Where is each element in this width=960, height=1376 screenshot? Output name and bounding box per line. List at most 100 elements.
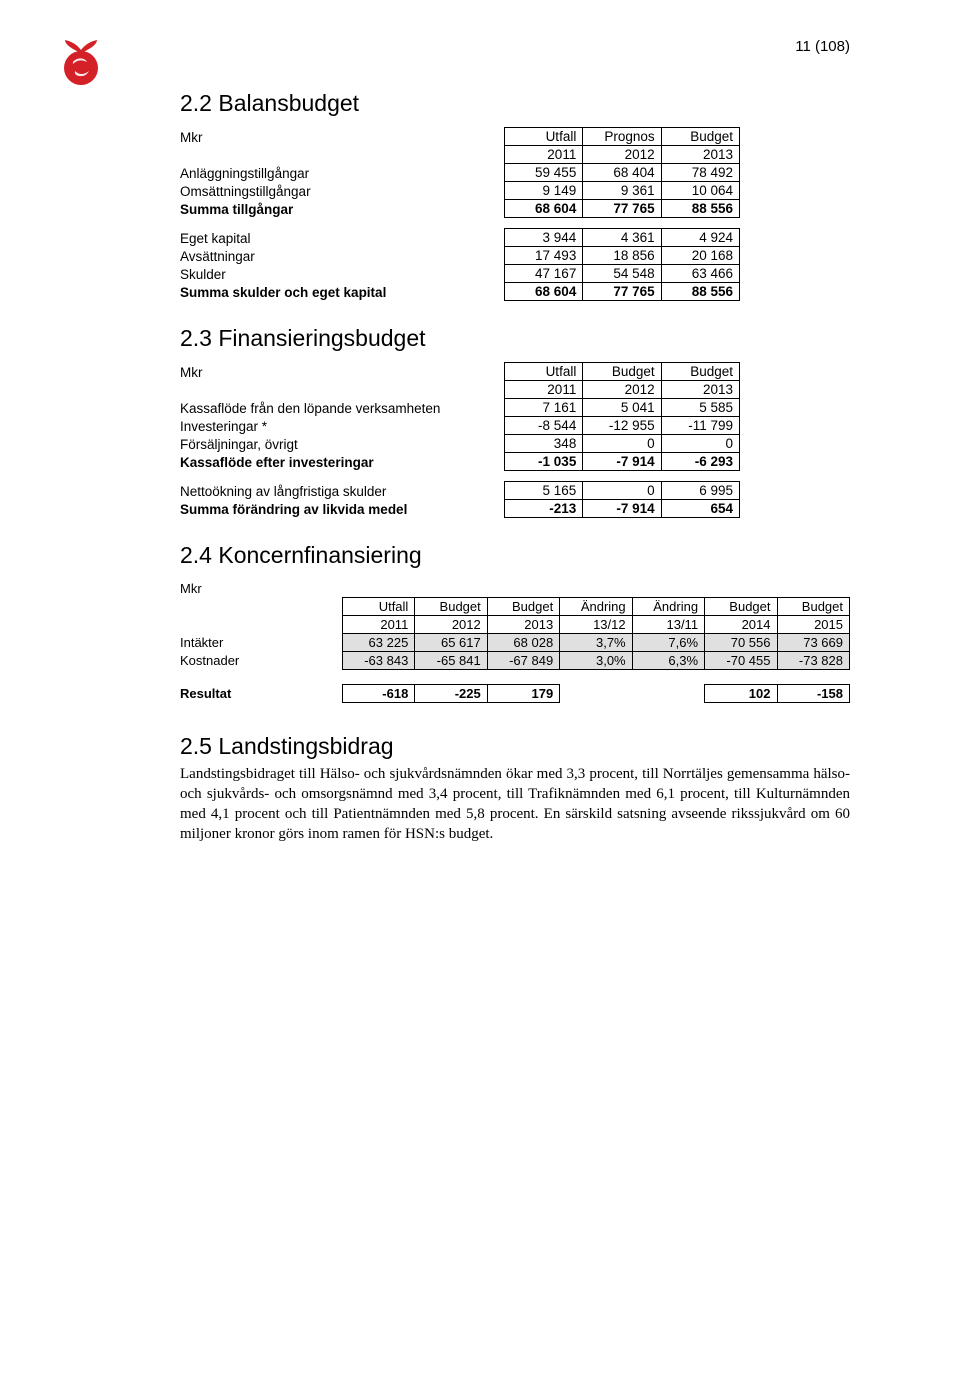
col-head: Budget xyxy=(487,597,559,615)
cell: -618 xyxy=(342,684,414,702)
cell: 47 167 xyxy=(505,265,583,283)
cell: -213 xyxy=(505,500,583,518)
col-year: 2011 xyxy=(342,615,414,633)
balans-table: Mkr Utfall Prognos Budget 2011 2012 2013… xyxy=(180,127,740,218)
cell: 5 041 xyxy=(583,399,661,417)
cell xyxy=(632,684,704,702)
col-head: Prognos xyxy=(583,128,661,146)
row-label: Anläggningstillgångar xyxy=(180,164,505,182)
party-logo xyxy=(55,38,107,90)
cell: -1 035 xyxy=(505,453,583,471)
fin-table: Mkr Utfall Budget Budget 2011 2012 2013 … xyxy=(180,362,740,471)
cell: 654 xyxy=(661,500,739,518)
row-label: Försäljningar, övrigt xyxy=(180,435,505,453)
cell: 54 548 xyxy=(583,265,661,283)
col-year: 2011 xyxy=(505,146,583,164)
mkr-label: Mkr xyxy=(180,128,505,146)
cell: -12 955 xyxy=(583,417,661,435)
konc-table: Mkr Utfall Budget Budget Ändring Ändring… xyxy=(180,579,850,670)
fin-table-2: Nettoökning av långfristiga skulder 5 16… xyxy=(180,481,740,518)
cell: 5 165 xyxy=(505,482,583,500)
cell: -6 293 xyxy=(661,453,739,471)
cell: 5 585 xyxy=(661,399,739,417)
row-label: Avsättningar xyxy=(180,247,505,265)
konc-table-2: Resultat -618 -225 179 102 -158 xyxy=(180,684,850,703)
cell: -8 544 xyxy=(505,417,583,435)
cell: 68 028 xyxy=(487,633,559,651)
cell: 3,0% xyxy=(560,651,632,669)
cell: 102 xyxy=(705,684,777,702)
cell: 3,7% xyxy=(560,633,632,651)
col-year: 2014 xyxy=(705,615,777,633)
col-head: Budget xyxy=(705,597,777,615)
col-year: 2012 xyxy=(583,381,661,399)
page: 11 (108) 2.2 Balansbudget Mkr Utfall Pro… xyxy=(0,0,960,885)
cell: 68 604 xyxy=(505,200,583,218)
row-sum-label: Kassaflöde efter investeringar xyxy=(180,453,505,471)
cell: 68 604 xyxy=(505,283,583,301)
cell: -67 849 xyxy=(487,651,559,669)
cell: 18 856 xyxy=(583,247,661,265)
cell: 0 xyxy=(583,435,661,453)
row-label: Omsättningstillgångar xyxy=(180,182,505,200)
row-label: Nettoökning av långfristiga skulder xyxy=(180,482,505,500)
cell: 70 556 xyxy=(705,633,777,651)
cell: 17 493 xyxy=(505,247,583,265)
col-year: 2011 xyxy=(505,381,583,399)
cell: 9 361 xyxy=(583,182,661,200)
cell: 20 168 xyxy=(661,247,739,265)
cell xyxy=(560,684,632,702)
cell: 10 064 xyxy=(661,182,739,200)
col-year: 2013 xyxy=(661,146,739,164)
mkr-label: Mkr xyxy=(180,363,505,381)
cell: 88 556 xyxy=(661,283,739,301)
page-number: 11 (108) xyxy=(795,38,850,55)
row-sum-label: Summa skulder och eget kapital xyxy=(180,283,505,301)
cell: 4 361 xyxy=(583,229,661,247)
col-head: Utfall xyxy=(505,363,583,381)
cell: 77 765 xyxy=(583,283,661,301)
col-head: Utfall xyxy=(342,597,414,615)
cell: 0 xyxy=(583,482,661,500)
col-head: Ändring xyxy=(560,597,632,615)
cell: -65 841 xyxy=(415,651,487,669)
col-year: 2013 xyxy=(487,615,559,633)
row-label: Kostnader xyxy=(180,651,342,669)
col-year: 2012 xyxy=(583,146,661,164)
col-head: Budget xyxy=(661,363,739,381)
cell: 348 xyxy=(505,435,583,453)
cell: 73 669 xyxy=(777,633,850,651)
row-label: Investeringar * xyxy=(180,417,505,435)
row-label: Eget kapital xyxy=(180,229,505,247)
cell: 68 404 xyxy=(583,164,661,182)
cell: -225 xyxy=(415,684,487,702)
bidrag-paragraph: Landstingsbidraget till Hälso- och sjukv… xyxy=(180,764,850,845)
col-head: Ändring xyxy=(632,597,704,615)
cell: 6,3% xyxy=(632,651,704,669)
row-sum-label: Summa förändring av likvida medel xyxy=(180,500,505,518)
mkr-label: Mkr xyxy=(180,579,342,597)
balans-table-2: Eget kapital 3 944 4 361 4 924 Avsättnin… xyxy=(180,228,740,301)
col-year: 13/12 xyxy=(560,615,632,633)
cell: 63 466 xyxy=(661,265,739,283)
cell: 63 225 xyxy=(342,633,414,651)
cell: 179 xyxy=(487,684,559,702)
cell: -63 843 xyxy=(342,651,414,669)
section-2-2-title: 2.2 Balansbudget xyxy=(180,90,850,117)
cell: 65 617 xyxy=(415,633,487,651)
col-head: Budget xyxy=(415,597,487,615)
col-year: 2012 xyxy=(415,615,487,633)
cell: -11 799 xyxy=(661,417,739,435)
cell: -7 914 xyxy=(583,500,661,518)
cell: -73 828 xyxy=(777,651,850,669)
col-head: Utfall xyxy=(505,128,583,146)
cell: 9 149 xyxy=(505,182,583,200)
cell: 7 161 xyxy=(505,399,583,417)
cell: 78 492 xyxy=(661,164,739,182)
row-sum-label: Resultat xyxy=(180,684,342,702)
cell: -7 914 xyxy=(583,453,661,471)
cell: 77 765 xyxy=(583,200,661,218)
row-label: Kassaflöde från den löpande verksamheten xyxy=(180,399,505,417)
col-year: 2015 xyxy=(777,615,850,633)
section-2-5-title: 2.5 Landstingsbidrag xyxy=(180,733,850,760)
